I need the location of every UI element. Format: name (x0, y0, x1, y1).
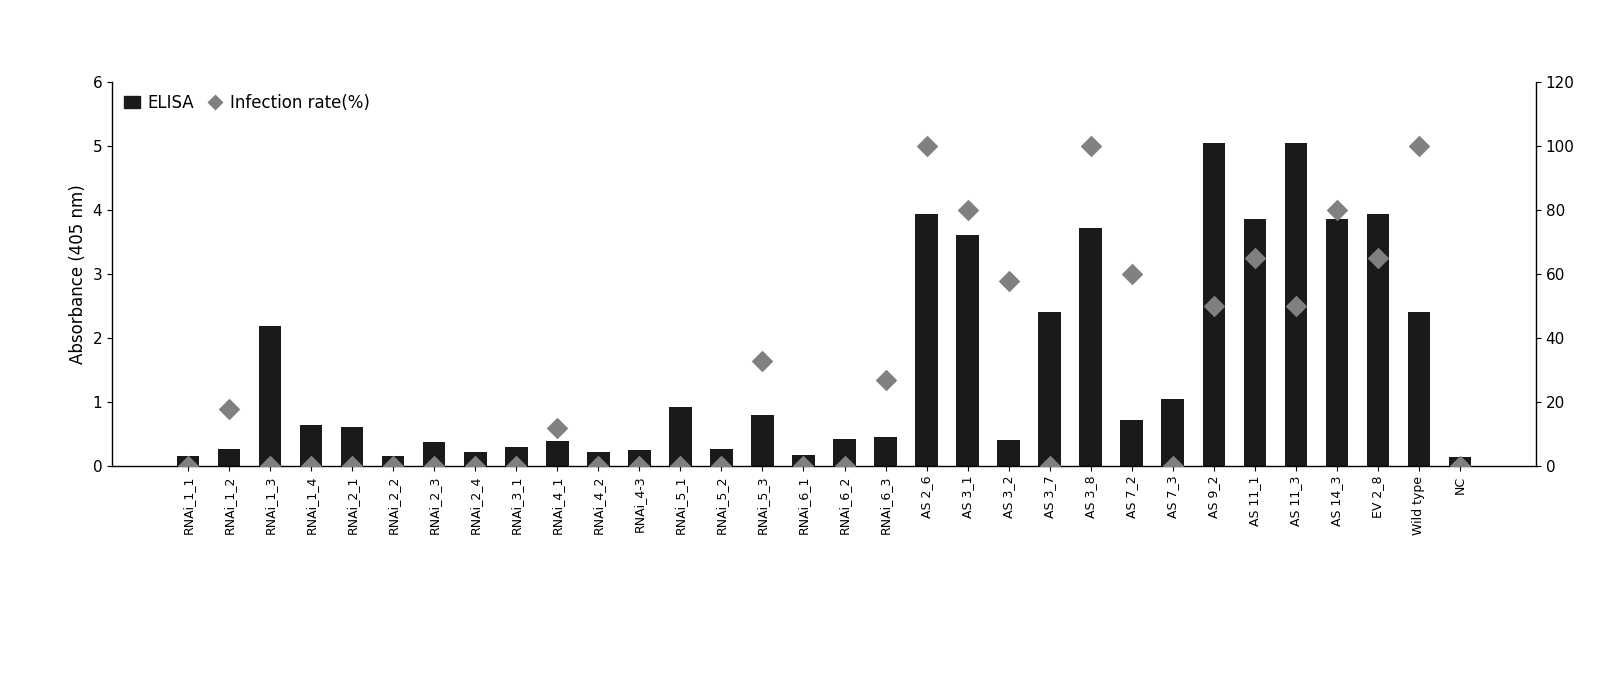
Point (1365, 253, 1390, 264)
Point (1037, 461, 1062, 472)
Bar (464, 452, 486, 466)
Legend: ELISA, Infection rate(%): ELISA, Infection rate(%) (120, 91, 373, 115)
Point (504, 461, 530, 472)
Point (544, 423, 570, 434)
Bar (1038, 311, 1061, 466)
Point (381, 461, 406, 472)
Bar (341, 427, 363, 466)
Bar (218, 449, 240, 466)
Bar (1203, 143, 1226, 466)
Point (709, 461, 734, 472)
Bar (750, 415, 774, 466)
Point (1283, 301, 1309, 312)
Point (667, 461, 693, 472)
Bar (874, 437, 898, 466)
Point (914, 141, 939, 152)
Bar (710, 449, 733, 466)
Bar (669, 407, 691, 466)
Point (995, 275, 1021, 286)
Point (1202, 301, 1227, 312)
Bar (1162, 399, 1184, 466)
Bar (382, 456, 405, 466)
Point (586, 461, 611, 472)
Bar (546, 441, 568, 466)
Point (1446, 461, 1472, 472)
Point (1160, 461, 1186, 472)
Bar (1080, 228, 1102, 466)
Bar (587, 452, 610, 466)
Bar (176, 456, 200, 466)
Bar (834, 439, 856, 466)
Bar (1448, 457, 1472, 466)
Bar (506, 447, 528, 466)
Point (258, 461, 283, 472)
Point (955, 205, 981, 216)
Bar (422, 442, 445, 466)
Point (176, 461, 202, 472)
Bar (1408, 311, 1430, 466)
Bar (915, 213, 938, 466)
Bar (629, 451, 651, 466)
Bar (1120, 421, 1142, 466)
Point (872, 375, 898, 386)
Point (298, 461, 323, 472)
Point (1406, 141, 1432, 152)
Point (790, 461, 816, 472)
Point (462, 461, 488, 472)
Bar (957, 235, 979, 466)
Point (750, 355, 776, 366)
Bar (299, 425, 322, 466)
Bar (1326, 219, 1349, 466)
Bar (1366, 213, 1389, 466)
Y-axis label: Absorbance (405 nm): Absorbance (405 nm) (69, 185, 86, 364)
Point (627, 461, 653, 472)
Bar (1243, 219, 1266, 466)
Point (339, 461, 365, 472)
Bar (997, 440, 1019, 466)
Point (1118, 269, 1144, 280)
Bar (792, 455, 814, 466)
Point (1078, 141, 1104, 152)
Bar (259, 326, 282, 466)
Point (1325, 205, 1350, 216)
Point (216, 403, 242, 414)
Point (832, 461, 858, 472)
Point (1242, 253, 1267, 264)
Bar (1285, 143, 1307, 466)
Point (421, 461, 446, 472)
